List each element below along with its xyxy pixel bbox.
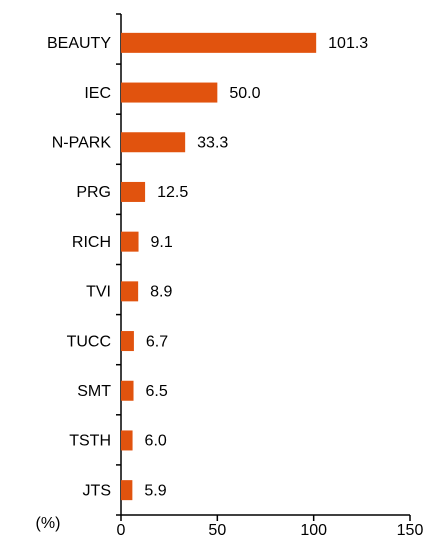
y-tick-label: TUCC (67, 333, 111, 350)
value-label: 8.9 (150, 284, 172, 301)
bar (121, 281, 139, 302)
y-tick-label: TVI (86, 284, 111, 301)
x-axis-label: (%) (36, 515, 61, 532)
value-label: 9.1 (151, 234, 173, 251)
bar (121, 331, 134, 352)
bar (121, 82, 218, 103)
value-label: 6.7 (146, 333, 168, 350)
y-tick-label: BEAUTY (47, 35, 111, 52)
y-tick-label: TSTH (69, 433, 111, 450)
value-label: 101.3 (328, 35, 368, 52)
bar (121, 480, 133, 501)
x-tick-label: 0 (117, 522, 126, 538)
x-tick-label: 50 (208, 522, 226, 538)
x-tick-label: 150 (397, 522, 424, 538)
y-tick-label: JTS (83, 482, 111, 499)
bar (121, 430, 133, 451)
y-tick-label: IEC (84, 85, 111, 102)
y-tick-label: N-PARK (52, 134, 112, 151)
y-tick-label: SMT (77, 383, 111, 400)
value-label: 50.0 (229, 85, 260, 102)
value-label: 6.5 (146, 383, 168, 400)
value-label: 12.5 (157, 184, 188, 201)
bar (121, 380, 134, 401)
y-tick-label: PRG (76, 184, 111, 201)
value-label: 33.3 (197, 134, 228, 151)
y-tick-label: RICH (72, 234, 111, 251)
bar (121, 181, 146, 202)
x-tick-label: 100 (300, 522, 327, 538)
bar (121, 132, 186, 153)
bar (121, 32, 317, 53)
bar (121, 231, 139, 252)
value-label: 5.9 (144, 482, 166, 499)
value-label: 6.0 (145, 433, 167, 450)
